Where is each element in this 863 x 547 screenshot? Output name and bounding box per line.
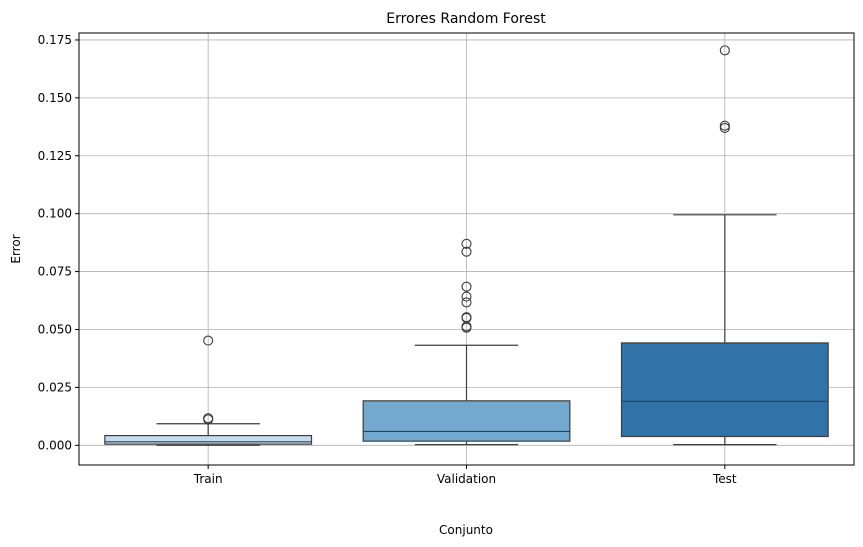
outlier-point (461, 312, 472, 323)
y-tick-label: 0.175 (38, 33, 72, 47)
boxes-layer (104, 45, 829, 446)
y-tick-label: 0.100 (38, 207, 72, 221)
outlier-point (719, 120, 730, 131)
outlier-point (461, 238, 472, 249)
x-tick-label: Test (712, 472, 737, 486)
x-axis: Train Validation Test (193, 465, 737, 486)
y-tick-label: 0.075 (38, 265, 72, 279)
outlier-point (461, 246, 472, 257)
box-validation (362, 238, 571, 446)
outlier-point (461, 297, 472, 308)
iqr-box (104, 434, 313, 445)
outlier-point (719, 45, 730, 56)
x-tick-label: Train (193, 472, 223, 486)
y-tick-label: 0.150 (38, 91, 72, 105)
outlier-point (461, 291, 472, 302)
outlier-point (719, 122, 730, 134)
y-tick-label: 0.125 (38, 149, 72, 163)
outlier-point (203, 335, 214, 346)
box-test (620, 45, 829, 446)
y-tick-label: 0.050 (38, 322, 72, 336)
iqr-box (362, 400, 571, 442)
outlier-point (461, 281, 472, 292)
chart-title: Errores Random Forest (386, 11, 546, 27)
box-train (104, 335, 313, 446)
y-axis: 0.000 0.025 0.050 0.075 0.100 0.125 0.150 0.175 (38, 33, 79, 452)
y-tick-label: 0.025 (38, 380, 72, 394)
y-tick-label: 0.000 (38, 438, 72, 452)
x-axis-label: Conjunto (439, 523, 493, 537)
y-axis-label: Error (9, 234, 23, 263)
iqr-box (620, 342, 829, 438)
outlier-point (203, 413, 214, 424)
x-tick-label: Validation (437, 472, 496, 486)
